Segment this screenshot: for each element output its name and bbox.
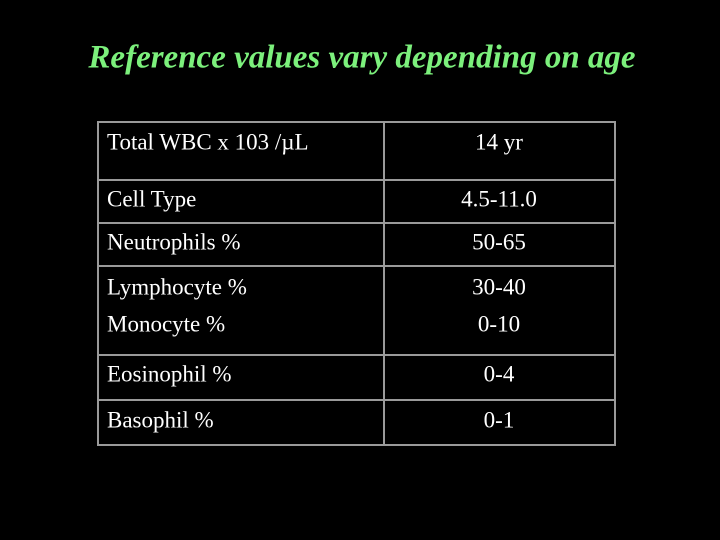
row-label: Basophil % bbox=[107, 407, 214, 432]
row-label: Lymphocyte % bbox=[107, 274, 247, 299]
row-label: Total WBC x 103 /µL bbox=[107, 129, 309, 154]
row-label: Neutrophils % bbox=[107, 229, 241, 254]
row-value: 50-65 bbox=[472, 229, 526, 254]
row-value: 0-10 bbox=[478, 311, 520, 336]
row-label: Monocyte % bbox=[107, 311, 225, 336]
row-value: 14 yr bbox=[475, 129, 523, 154]
row-value: 4.5-11.0 bbox=[461, 186, 537, 211]
row-label: Cell Type bbox=[107, 186, 196, 211]
row-value: 0-4 bbox=[484, 361, 515, 386]
row-value: 30-40 bbox=[472, 274, 526, 299]
row-value: 0-1 bbox=[484, 407, 515, 432]
table-grid bbox=[97, 121, 616, 446]
row-label: Eosinophil % bbox=[107, 361, 232, 386]
table: Total WBC x 103 /µL 14 yr Cell Type 4.5-11.… bbox=[107, 129, 537, 432]
slide-title: Reference values vary depending on age bbox=[87, 40, 635, 76]
